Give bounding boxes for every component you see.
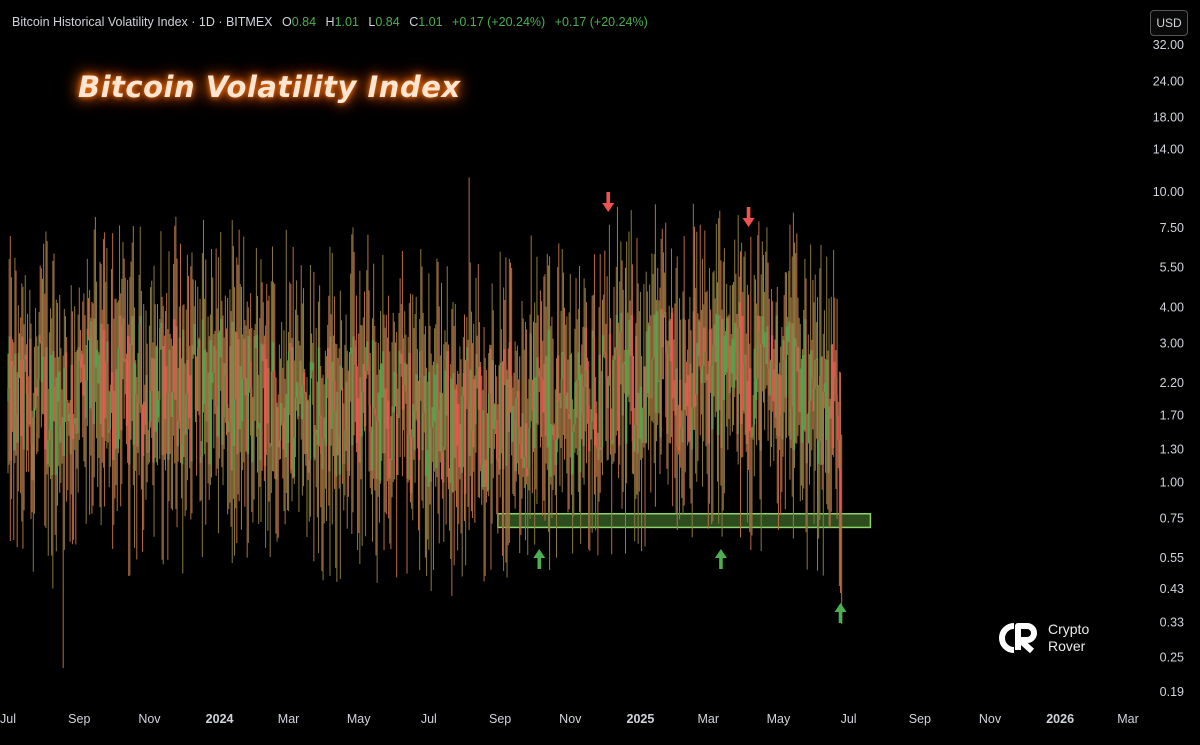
x-tick-label: Jul [0,712,16,726]
y-tick-label: 18.00 [1153,111,1184,125]
close-label: C [409,15,419,29]
markers-layer [533,192,847,623]
brand-line-1: Crypto [1048,621,1090,637]
open-value: 0.84 [291,15,317,29]
y-tick-label: 24.00 [1153,74,1184,88]
symbol-info-bar: Bitcoin Historical Volatility Index · 1D… [12,15,648,29]
high-label: H [325,15,335,29]
x-tick-label: 2025 [627,712,655,726]
y-tick-label: 0.43 [1160,582,1184,596]
chart-title: Bitcoin Volatility Index [78,70,461,104]
x-tick-label: May [767,712,791,726]
y-tick-label: 2.20 [1160,376,1184,390]
crypto-rover-logo: Crypto Rover [994,620,1089,656]
y-tick-label: 0.25 [1160,650,1184,664]
y-tick-label: 1.30 [1160,442,1184,456]
y-axis: 32.00 24.00 18.00 14.00 10.00 7.50 5.50 4.00 3.0… [1153,38,1184,699]
y-tick-label: 5.50 [1160,260,1184,274]
down-arrow-icon [742,207,755,227]
low-value: 0.84 [375,15,400,29]
up-arrow-icon [533,549,546,569]
x-tick-label: Nov [559,712,582,726]
brand-line-2: Rover [1048,638,1086,654]
candles-layer [7,177,843,668]
x-tick-label: 2024 [206,712,234,726]
y-tick-label: 0.75 [1160,512,1184,526]
change-value-2: +0.17 (+20.24%) [554,15,648,29]
x-axis: Jul Sep Nov 2024 Mar May Jul Sep Nov 2025 Mar May Ju… [0,712,1139,726]
y-tick-label: 0.19 [1160,685,1184,699]
y-tick-label: 14.00 [1153,142,1184,156]
y-tick-label: 4.00 [1160,300,1184,314]
x-tick-label: Nov [138,712,161,726]
up-arrow-icon [834,603,847,623]
y-tick-label: 0.55 [1160,551,1184,565]
y-tick-label: 0.33 [1160,615,1184,629]
close-value: 1.01 [418,15,443,29]
up-arrow-icon [714,549,727,569]
x-tick-label: Nov [979,712,1002,726]
x-tick-label: Mar [1117,712,1139,726]
down-arrow-icon [602,192,615,212]
x-tick-label: Sep [68,712,90,726]
change-value: +0.17 (+20.24%) [452,15,546,29]
x-tick-label: Sep [909,712,931,726]
x-tick-label: 2026 [1046,712,1074,726]
y-tick-label: 7.50 [1160,221,1184,235]
low-label: L [368,15,376,29]
y-tick-label: 1.00 [1160,475,1184,489]
currency-button[interactable]: USD [1150,10,1188,36]
open-label: O [281,15,292,29]
high-value: 1.01 [334,15,359,29]
y-tick-label: 32.00 [1153,38,1184,52]
x-tick-label: Jul [421,712,437,726]
instrument-name[interactable]: Bitcoin Historical Volatility Index · 1D… [12,15,273,29]
x-tick-label: May [347,712,371,726]
y-tick-label: 1.70 [1160,408,1184,422]
crypto-rover-logo-icon [999,623,1037,654]
y-tick-label: 10.00 [1153,185,1184,199]
x-tick-label: Mar [278,712,300,726]
x-tick-label: Jul [841,712,857,726]
x-tick-label: Sep [489,712,511,726]
x-tick-label: Mar [698,712,720,726]
y-tick-label: 3.00 [1160,337,1184,351]
